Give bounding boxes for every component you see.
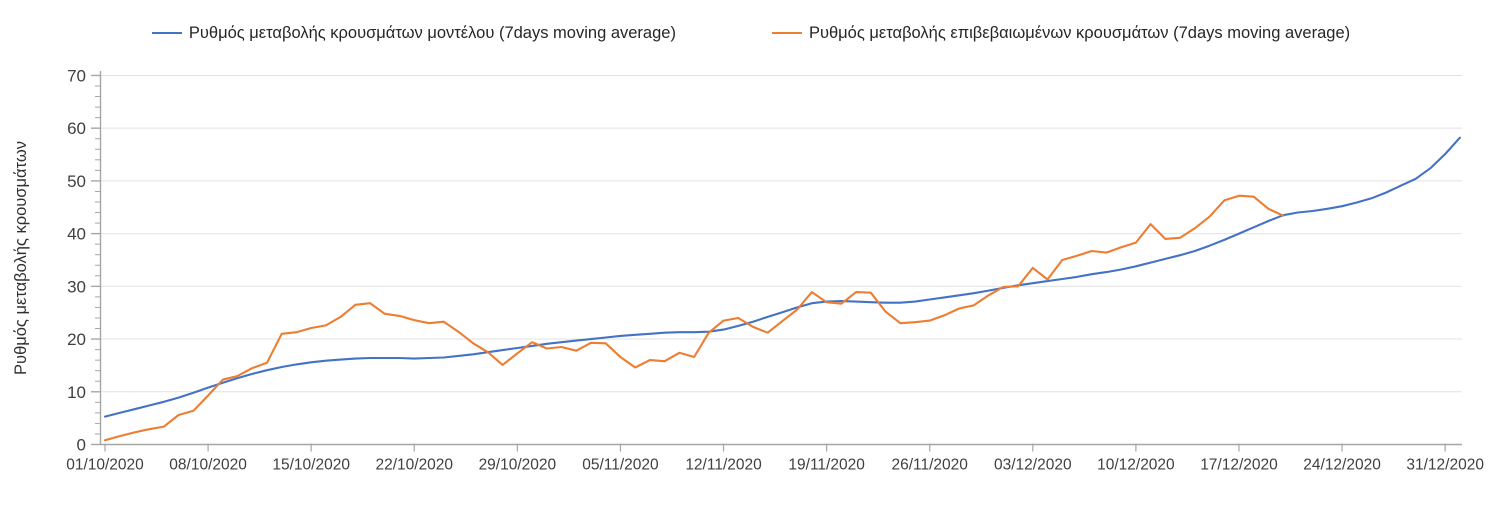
x-tick-label: 24/12/2020 [1303, 457, 1381, 474]
y-tick-label: 60 [67, 119, 86, 138]
x-tick-label: 08/10/2020 [169, 457, 247, 474]
y-tick-label: 70 [67, 66, 86, 85]
x-tick-label: 22/10/2020 [375, 457, 453, 474]
y-tick-label: 30 [67, 277, 86, 296]
gridlines [100, 74, 1462, 393]
legend-item: Ρυθμός μεταβολής κρουσμάτων μοντέλου (7d… [151, 23, 676, 43]
x-tick-label: 17/12/2020 [1200, 457, 1278, 474]
y-tick-label: 50 [67, 172, 86, 191]
model-series-line [103, 136, 1461, 418]
x-tick-label: 19/11/2020 [788, 457, 865, 474]
x-tick-label: 15/10/2020 [272, 457, 350, 474]
x-tick-label: 29/10/2020 [479, 457, 557, 474]
legend-label: Ρυθμός μεταβολής επιβεβαιωμένων κρουσμάτ… [808, 23, 1351, 42]
legend-label: Ρυθμός μεταβολής κρουσμάτων μοντέλου (7d… [188, 23, 676, 42]
x-tick-label: 26/11/2020 [891, 457, 968, 474]
legend-item: Ρυθμός μεταβολής επιβεβαιωμένων κρουσμάτ… [771, 23, 1351, 43]
tick-labels: 0 10 20 30 40 50 60 70 01/10/2020 08/10/2020 15/10… [66, 66, 1484, 473]
x-tick-label: 12/11/2020 [685, 457, 762, 474]
x-tick-label: 03/12/2020 [994, 457, 1072, 474]
x-tick-label: 01/10/2020 [66, 457, 144, 474]
y-tick-label: 40 [67, 225, 86, 244]
x-tick-label: 10/12/2020 [1097, 457, 1175, 474]
chart-legend: Ρυθμός μεταβολής κρουσμάτων μοντέλου (7d… [0, 20, 1502, 46]
x-tick-label: 31/12/2020 [1406, 457, 1484, 474]
x-tick-label: 05/11/2020 [582, 457, 659, 474]
y-tick-label: 0 [77, 436, 86, 455]
data-series [103, 136, 1461, 442]
confirmed-series-line [103, 194, 1285, 442]
model-line-swatch [151, 32, 182, 34]
axes [91, 71, 1462, 452]
y-tick-label: 10 [67, 383, 86, 402]
confirmed-line-swatch [771, 32, 802, 34]
y-tick-label: 20 [67, 330, 86, 349]
y-axis-title: Ρυθμός μεταβολής κρουσμάτων [12, 141, 30, 375]
